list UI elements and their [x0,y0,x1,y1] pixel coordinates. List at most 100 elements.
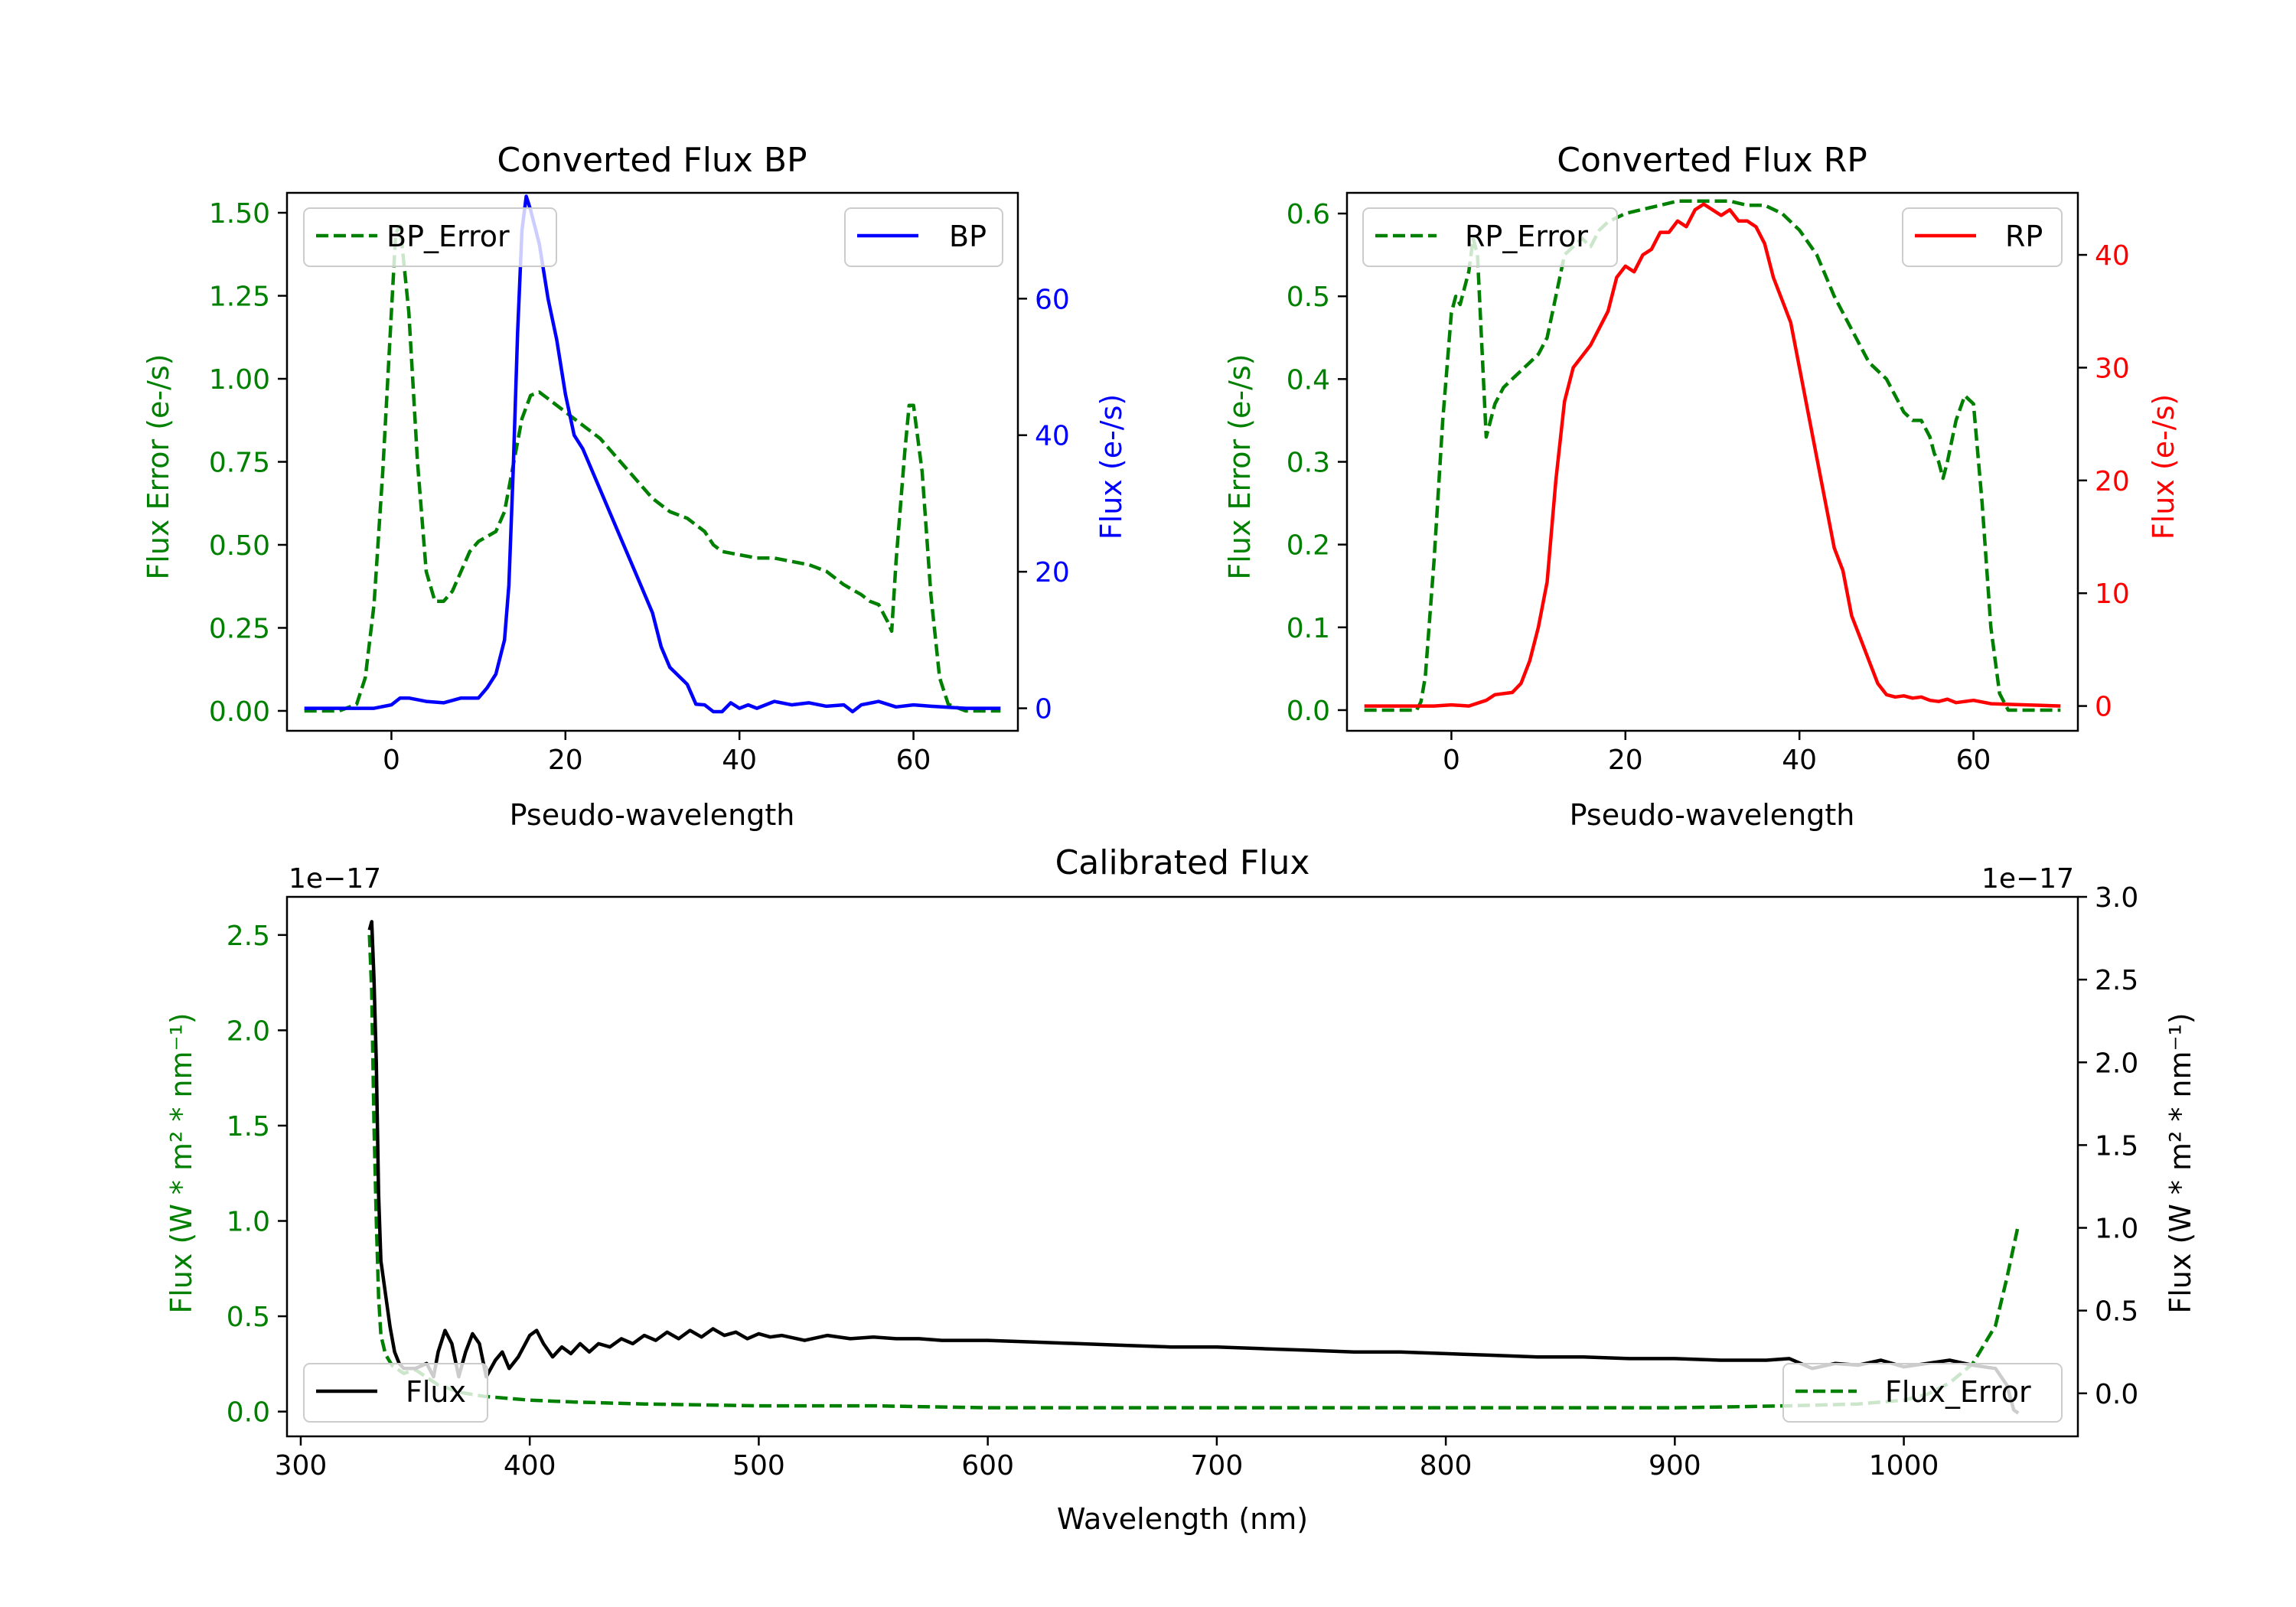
y-tick-label-left: 0.4 [1287,364,1330,396]
chart-calibrated-flux: Calibrated Flux Wavelength (nm) Flux (W … [165,843,2197,1536]
x-tick-label: 40 [722,745,757,776]
chart-title-bp: Converted Flux BP [497,141,807,180]
x-tick-label: 500 [732,1450,785,1482]
legend-label-rp: RP [2005,220,2043,253]
y-tick-label-right: 60 [1035,284,1070,315]
y-tick-label-left: 0.00 [209,696,270,728]
legend-label-bp: BP [949,220,987,253]
y-tick-label-left: 0.75 [209,448,270,479]
y-axis-label-left-rp: Flux Error (e-/s) [1223,354,1257,579]
y-tick-label-right: 2.0 [2095,1048,2138,1079]
legend-bp-error: BP_Error [303,207,557,267]
legend-bp: BP [844,207,1003,267]
y-tick-label-left: 0.25 [209,613,270,644]
chart-title-rp: Converted Flux RP [1557,141,1867,180]
scale-label-left-calibrated: 1e−17 [289,863,381,895]
x-tick-label: 900 [1649,1450,1701,1482]
y-tick-label-left: 0.0 [227,1397,270,1429]
y-tick-label-right: 3.0 [2095,882,2138,914]
y-tick-label-right: 2.5 [2095,965,2138,996]
x-tick-label: 60 [896,745,931,776]
y-tick-label-left: 1.00 [209,364,270,396]
y-axis-label-left-bp: Flux Error (e-/s) [142,354,175,579]
legend-label-flux-error: Flux_Error [1885,1375,2031,1409]
chart-converted-flux-rp: Converted Flux RP Pseudo-wavelength Flux… [1223,141,2180,832]
y-tick-label-left: 0.3 [1287,448,1330,479]
series-line-rp [1364,202,2061,708]
x-tick-label: 600 [961,1450,1014,1482]
legend-box-rp-error [1362,207,1618,267]
legend-box-rp [1902,207,2063,267]
y-tick-label-left: 0.6 [1287,199,1330,230]
y-tick-label-left: 0.5 [1287,282,1330,313]
x-tick-label: 40 [1782,745,1817,776]
y-tick-label-right: 20 [1035,557,1070,588]
x-axis-label-rp: Pseudo-wavelength [1570,798,1855,832]
series-line-rp-error [1364,199,2061,712]
y-tick-label-right: 0.0 [2095,1379,2138,1410]
y-tick-label-left: 1.50 [209,198,270,230]
legend-box-flux [303,1363,488,1423]
x-axis-label-calibrated: Wavelength (nm) [1057,1502,1308,1536]
y-tick-label-left: 0.1 [1287,613,1330,644]
x-tick-label: 60 [1956,745,1991,776]
legend-rp-error: RP_Error [1362,207,1618,267]
x-tick-label: 300 [275,1450,328,1482]
y-axis-label-right-calibrated: Flux (W * m² * nm⁻¹) [2164,1012,2197,1313]
plot-frame-calibrated [285,895,2079,1438]
legend-box-bp [844,207,1003,267]
x-axis-label-bp: Pseudo-wavelength [510,798,795,832]
legend-label-bp-error: BP_Error [386,220,510,253]
y-tick-label-left: 1.0 [227,1206,270,1237]
x-tick-label: 0 [1443,745,1460,776]
scale-label-right-calibrated: 1e−17 [1981,863,2074,895]
plot-area-bp [304,194,1001,714]
axis-ticks-bp: 0 20 40 60 0.00 0.25 0.50 0.75 1.00 1.25 1.50 0 20 40… [209,198,1070,776]
x-tick-label: 0 [383,745,400,776]
y-tick-label-right: 1.0 [2095,1214,2138,1245]
y-tick-label-left: 0.50 [209,530,270,562]
axis-ticks-calibrated: 300 400 500 600 700 800 900 1000 0.0 0.5 1.0 1.5 2.0… [227,882,2139,1482]
y-axis-label-left-calibrated: Flux (W * m² * nm⁻¹) [165,1012,198,1313]
y-tick-label-left: 1.5 [227,1111,270,1143]
y-tick-label-right: 10 [2095,579,2130,610]
series-line-flux [367,920,2020,1415]
legend-box-flux-error [1782,1363,2063,1423]
y-axis-label-right-rp: Flux (e-/s) [2147,394,2180,539]
y-tick-label-right: 0 [2095,692,2112,723]
chart-converted-flux-bp: Converted Flux BP Pseudo-wavelength Flux… [142,141,1128,832]
y-tick-label-left: 0.0 [1287,696,1330,727]
legend-rp: RP [1902,207,2063,267]
y-tick-label-left: 0.5 [227,1302,270,1333]
y-tick-label-right: 40 [2095,240,2130,272]
x-tick-label: 800 [1420,1450,1473,1482]
legend-flux-error: Flux_Error [1782,1363,2063,1423]
plot-area-rp [1364,199,2061,712]
y-tick-label-left: 2.0 [227,1015,270,1047]
x-tick-label: 20 [548,745,583,776]
series-line-bp-error [304,224,1001,713]
legend-box-bp-error [303,207,557,267]
axis-ticks-rp: 0 20 40 60 0.0 0.1 0.2 0.3 0.4 0.5 0.6 0 10 20 30 40 [1287,199,2130,776]
legend-label-flux: Flux [406,1375,466,1409]
y-tick-label-left: 0.2 [1287,530,1330,562]
y-axis-label-right-bp: Flux (e-/s) [1094,394,1128,539]
series-line-bp [304,194,1001,714]
x-tick-label: 20 [1608,745,1643,776]
y-tick-label-right: 1.5 [2095,1130,2138,1162]
y-tick-label-right: 0 [1035,694,1052,725]
y-tick-label-right: 20 [2095,466,2130,497]
y-tick-label-right: 0.5 [2095,1296,2138,1328]
y-tick-label-right: 40 [1035,421,1070,452]
x-tick-label: 400 [504,1450,556,1482]
y-tick-label-left: 2.5 [227,921,270,952]
legend-label-rp-error: RP_Error [1465,220,1588,253]
y-tick-label-left: 1.25 [209,282,270,313]
x-tick-label: 700 [1191,1450,1244,1482]
chart-title-calibrated: Calibrated Flux [1055,843,1310,882]
legend-flux: Flux [303,1363,488,1423]
x-tick-label: 1000 [1869,1450,1939,1482]
y-tick-label-right: 30 [2095,353,2130,384]
